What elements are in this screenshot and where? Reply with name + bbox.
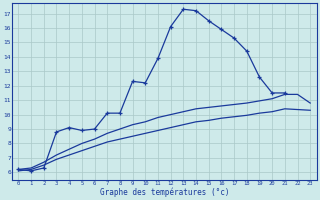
X-axis label: Graphe des températures (°c): Graphe des températures (°c): [100, 187, 229, 197]
